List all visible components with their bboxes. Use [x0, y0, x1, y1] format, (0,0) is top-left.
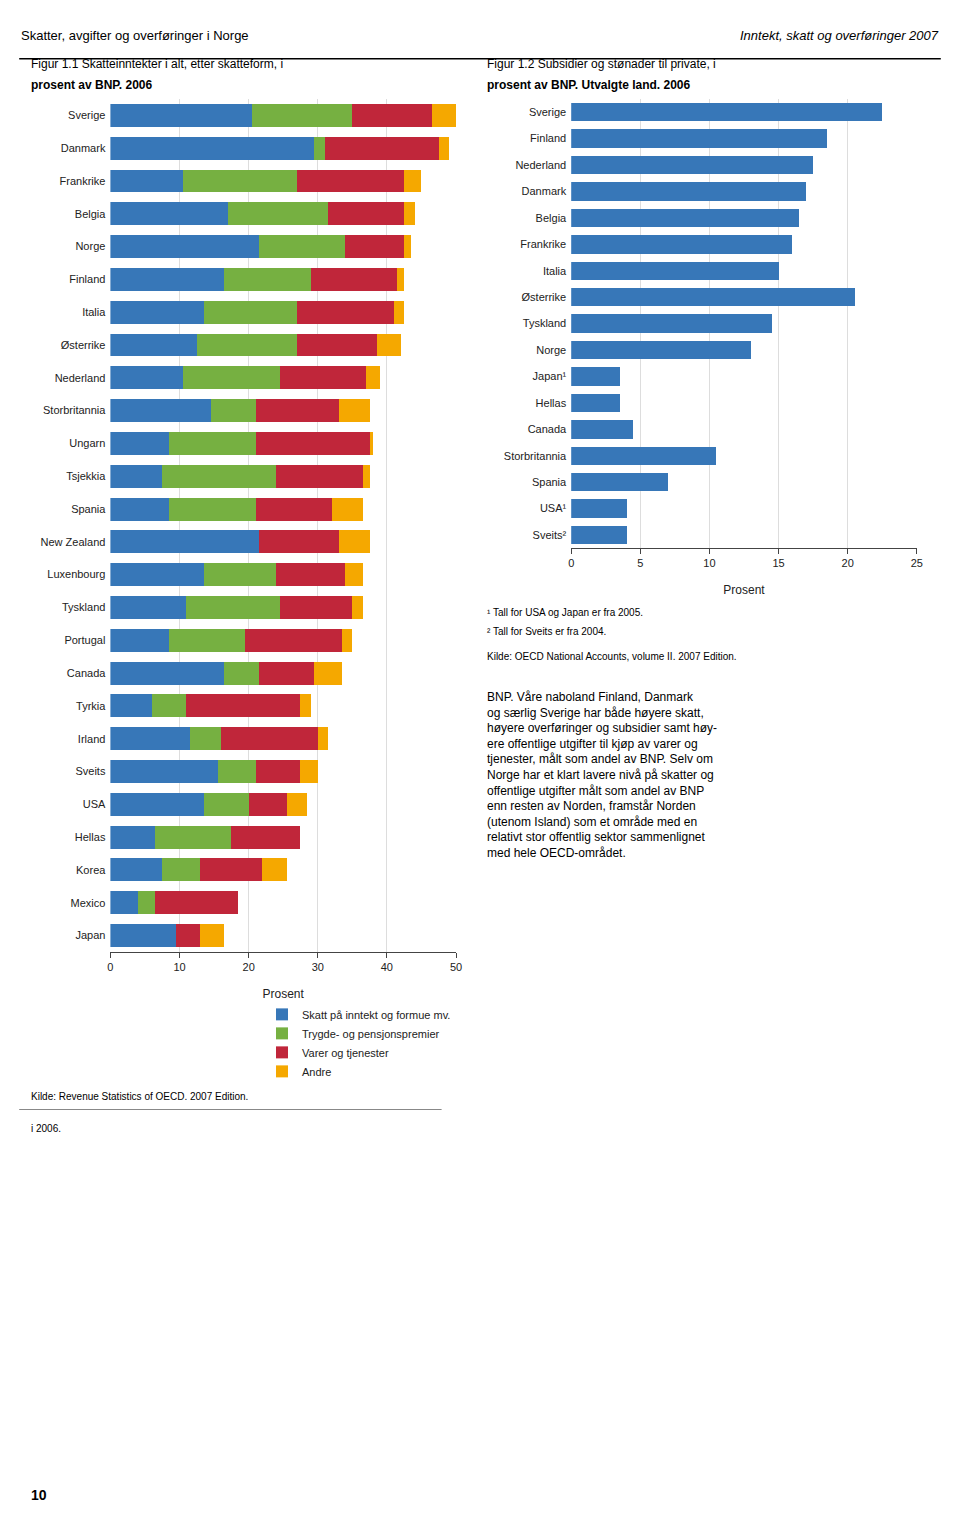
svg-text:20: 20 — [842, 557, 854, 569]
svg-text:10: 10 — [173, 961, 185, 973]
svg-text:Norge: Norge — [75, 240, 105, 252]
svg-text:0: 0 — [568, 557, 574, 569]
svg-text:Sveits²: Sveits² — [533, 529, 567, 541]
svg-text:Belgia: Belgia — [536, 212, 567, 224]
svg-text:Storbritannia: Storbritannia — [504, 450, 567, 462]
svg-text:i 2006.: i 2006. — [31, 1123, 61, 1134]
svg-text:Danmark: Danmark — [522, 185, 567, 197]
svg-text:20: 20 — [243, 961, 255, 973]
svg-text:prosent av BNP. 2006: prosent av BNP. 2006 — [31, 78, 152, 92]
svg-text:BNP. Våre naboland Finland, Da: BNP. Våre naboland Finland, Danmarkog sæ… — [487, 690, 717, 860]
svg-text:50: 50 — [450, 961, 462, 973]
svg-text:25: 25 — [911, 557, 923, 569]
svg-text:USA: USA — [83, 798, 106, 810]
svg-text:USA¹: USA¹ — [540, 502, 567, 514]
svg-text:0: 0 — [107, 961, 113, 973]
svg-text:Skatt på inntekt og formue mv.: Skatt på inntekt og formue mv. — [302, 1009, 450, 1021]
svg-text:Irland: Irland — [78, 733, 106, 745]
svg-text:Korea: Korea — [76, 864, 106, 876]
svg-text:² Tall for Sveits er fra 2004.: ² Tall for Sveits er fra 2004. — [487, 626, 606, 637]
svg-text:Kilde: Revenue Statistics of O: Kilde: Revenue Statistics of OECD. 2007 … — [31, 1091, 248, 1102]
svg-text:Prosent: Prosent — [723, 583, 765, 597]
svg-text:Hellas: Hellas — [75, 831, 106, 843]
svg-text:Portugal: Portugal — [64, 634, 105, 646]
svg-text:Norge: Norge — [536, 344, 566, 356]
svg-text:Hellas: Hellas — [536, 397, 567, 409]
svg-text:15: 15 — [772, 557, 784, 569]
svg-text:Spania: Spania — [71, 503, 106, 515]
svg-text:Inntekt, skatt og overføringer: Inntekt, skatt og overføringer 2007 — [740, 28, 939, 43]
svg-text:Tyskland: Tyskland — [62, 601, 105, 613]
svg-text:Figur 1.1 Skatteinntekter i al: Figur 1.1 Skatteinntekter i alt, etter s… — [31, 57, 283, 71]
svg-text:Tyskland: Tyskland — [523, 317, 566, 329]
svg-text:Italia: Italia — [82, 306, 106, 318]
svg-text:Canada: Canada — [67, 667, 106, 679]
svg-text:Frankrike: Frankrike — [520, 238, 566, 250]
svg-text:New Zealand: New Zealand — [41, 536, 106, 548]
svg-text:Østerrike: Østerrike — [61, 339, 106, 351]
svg-text:Japan: Japan — [75, 929, 105, 941]
svg-text:Italia: Italia — [543, 265, 567, 277]
svg-text:Sveits: Sveits — [75, 765, 105, 777]
svg-text:Kilde: OECD National Accounts,: Kilde: OECD National Accounts, volume II… — [487, 651, 737, 662]
svg-text:Sverige: Sverige — [529, 106, 566, 118]
svg-text:Finland: Finland — [530, 132, 566, 144]
svg-text:Ungarn: Ungarn — [69, 437, 105, 449]
svg-text:Spania: Spania — [532, 476, 567, 488]
svg-text:Andre: Andre — [302, 1066, 331, 1078]
svg-text:Frankrike: Frankrike — [60, 175, 106, 187]
svg-text:Østerrike: Østerrike — [522, 291, 567, 303]
svg-text:Luxenbourg: Luxenbourg — [47, 568, 105, 580]
svg-text:Nederland: Nederland — [55, 372, 106, 384]
svg-text:Canada: Canada — [528, 423, 567, 435]
svg-text:Figur 1.2 Subsidier og stønade: Figur 1.2 Subsidier og stønader til priv… — [487, 57, 716, 71]
svg-text:Tsjekkia: Tsjekkia — [66, 470, 106, 482]
svg-text:Mexico: Mexico — [71, 897, 106, 909]
svg-text:40: 40 — [381, 961, 393, 973]
svg-text:Trygde- og pensjonspremier: Trygde- og pensjonspremier — [302, 1028, 439, 1040]
svg-text:Japan¹: Japan¹ — [533, 370, 567, 382]
svg-text:10: 10 — [703, 557, 715, 569]
svg-text:Tyrkia: Tyrkia — [76, 700, 106, 712]
svg-text:10: 10 — [31, 1487, 47, 1503]
svg-text:Finland: Finland — [69, 273, 105, 285]
svg-text:30: 30 — [312, 961, 324, 973]
svg-text:Belgia: Belgia — [75, 208, 106, 220]
svg-text:Danmark: Danmark — [61, 142, 106, 154]
svg-text:Prosent: Prosent — [263, 987, 305, 1001]
svg-text:Varer og tjenester: Varer og tjenester — [302, 1047, 389, 1059]
svg-text:prosent av BNP. Utvalgte land.: prosent av BNP. Utvalgte land. 2006 — [487, 78, 691, 92]
svg-text:5: 5 — [637, 557, 643, 569]
svg-text:Skatter, avgifter og overførin: Skatter, avgifter og overføringer i Norg… — [21, 28, 249, 43]
svg-text:Sverige: Sverige — [68, 109, 105, 121]
svg-text:¹ Tall for USA og Japan er fra: ¹ Tall for USA og Japan er fra 2005. — [487, 607, 643, 618]
svg-text:Nederland: Nederland — [515, 159, 566, 171]
svg-text:Storbritannia: Storbritannia — [43, 404, 106, 416]
